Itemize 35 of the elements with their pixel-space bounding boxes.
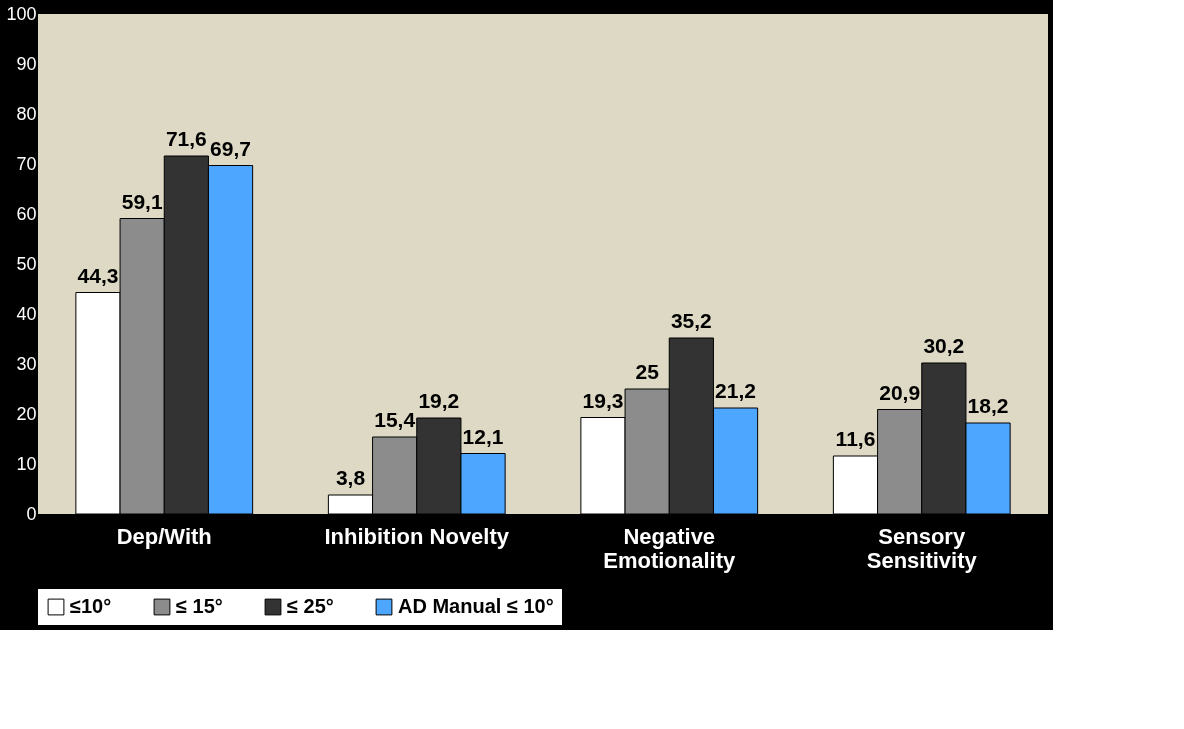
y-tick-label: 100 [6, 3, 37, 24]
x-tick-label: Negative Emotionality [603, 523, 737, 573]
y-tick-label: 30 [16, 353, 37, 374]
data-label: 59,1 [121, 189, 163, 213]
x-tick-label: Sensory Sensitivity [866, 523, 978, 573]
data-label: 19,2 [418, 389, 460, 412]
legend-label: ≤ 15° [176, 595, 223, 617]
data-label: 25 [635, 360, 660, 383]
legend-label: ≤ 25° [287, 595, 334, 617]
y-tick-label: 10 [16, 453, 37, 474]
x-tick-label: Dep/With [116, 523, 212, 549]
y-tick-label: 90 [16, 53, 37, 74]
data-label: 44,3 [77, 263, 119, 287]
data-label: 71,6 [165, 127, 207, 150]
y-tick-label: 70 [16, 153, 37, 174]
data-label: 15,4 [374, 408, 416, 431]
legend-label: AD Manual ≤ 10° [398, 595, 554, 617]
data-label: 18,2 [967, 394, 1009, 417]
data-label: 11,6 [835, 427, 876, 450]
data-label: 30,2 [923, 334, 965, 357]
legend-label: ≤10° [70, 595, 112, 617]
y-tick-label: 20 [16, 403, 37, 424]
data-label: 3,8 [335, 466, 366, 489]
data-label: 69,7 [210, 136, 251, 160]
data-label: 19,3 [582, 388, 624, 412]
x-tick-label: Inhibition Novelty [324, 523, 510, 549]
data-label: 35,2 [670, 309, 712, 332]
y-tick-label: 60 [16, 203, 37, 224]
data-label: 12,1 [462, 424, 504, 448]
y-tick-label: 80 [16, 103, 37, 124]
data-label: 21,2 [715, 379, 756, 402]
y-tick-label: 40 [16, 303, 37, 324]
y-tick-label: 50 [16, 253, 37, 274]
data-label: 20,9 [879, 380, 921, 404]
y-tick-label: 0 [26, 503, 37, 524]
